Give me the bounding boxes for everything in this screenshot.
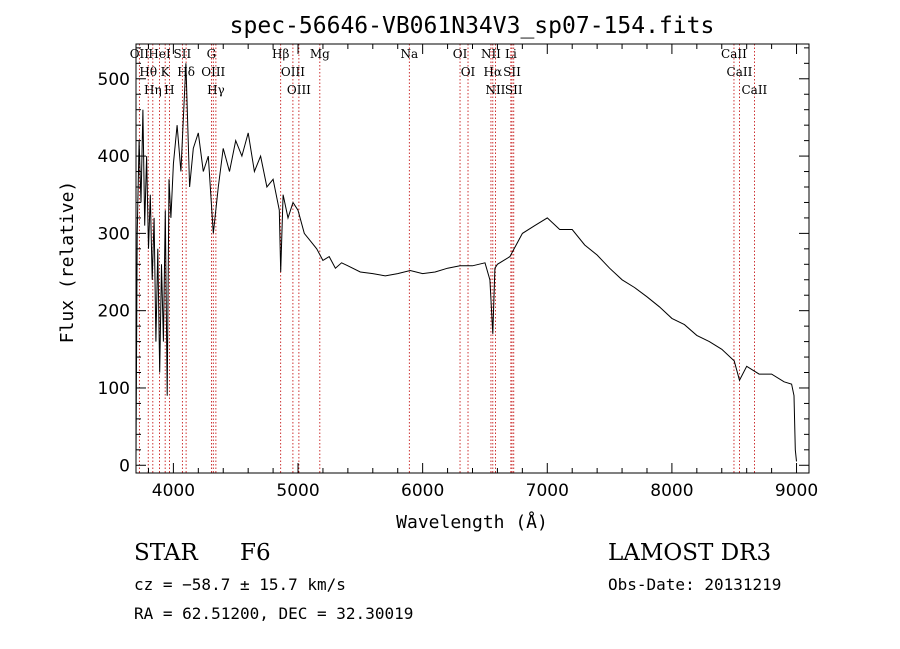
x-tick-label: 5000	[276, 481, 319, 501]
line-label: Li	[505, 47, 517, 61]
survey-name: LAMOST DR3	[608, 540, 772, 566]
line-label: OIII	[201, 65, 225, 79]
line-label: HeI	[148, 47, 171, 61]
line-label: Hγ	[207, 83, 225, 97]
y-tick-label: 300	[98, 224, 130, 244]
y-tick-label: 0	[119, 456, 130, 476]
chart-title: spec-56646-VB061N34V3_sp07-154.fits	[230, 13, 715, 39]
x-tick-label: 4000	[152, 481, 195, 501]
line-label: OIII	[281, 65, 305, 79]
x-axis-label: Wavelength (Å)	[396, 511, 548, 533]
y-tick-label: 200	[98, 302, 130, 322]
line-label: OI	[453, 47, 468, 61]
line-label: NII	[485, 83, 505, 97]
x-axis-ticks: 4000 5000 6000 7000 8000 9000	[147, 44, 818, 501]
line-label: CaII	[741, 83, 767, 97]
y-tick-label: 400	[98, 147, 130, 167]
line-label: CaII	[721, 47, 747, 61]
x-tick-label: 7000	[526, 481, 569, 501]
line-label: K	[161, 65, 171, 79]
line-label: SII	[505, 83, 523, 97]
y-tick-label: 500	[98, 70, 130, 90]
line-label: Hα	[484, 65, 503, 79]
line-label: CaII	[727, 65, 753, 79]
y-tick-label: 100	[98, 379, 130, 399]
y-axis-ticks: 0 100 200 300 400 500	[98, 47, 809, 476]
flux-series-line	[135, 63, 797, 462]
line-label: NII	[481, 47, 501, 61]
spectral-line-markers	[138, 44, 755, 473]
velocity-readout: cz = −58.7 ± 15.7 km/s	[134, 575, 346, 594]
line-label: SII	[503, 65, 521, 79]
object-class: STAR	[134, 540, 198, 566]
line-label: OI	[461, 65, 476, 79]
observation-date: Obs-Date: 20131219	[608, 575, 782, 594]
line-label: G	[207, 47, 217, 61]
x-tick-label: 6000	[401, 481, 444, 501]
x-tick-label: 8000	[650, 481, 693, 501]
line-label: OIII	[287, 83, 311, 97]
x-tick-label: 9000	[775, 481, 818, 501]
coordinates-readout: RA = 62.51200, DEC = 32.30019	[134, 604, 414, 623]
line-label: Hη	[144, 83, 162, 97]
line-label: OII	[130, 47, 150, 61]
line-label: Mg	[310, 47, 330, 61]
line-label: H	[164, 83, 174, 97]
y-axis-label: Flux (relative)	[57, 181, 78, 344]
plot-frame	[135, 43, 810, 474]
object-subclass: F6	[240, 540, 271, 566]
line-label: Na	[400, 47, 418, 61]
line-label: Hθ	[139, 65, 157, 79]
line-label: SII	[174, 47, 192, 61]
line-label: Hβ	[272, 47, 289, 61]
